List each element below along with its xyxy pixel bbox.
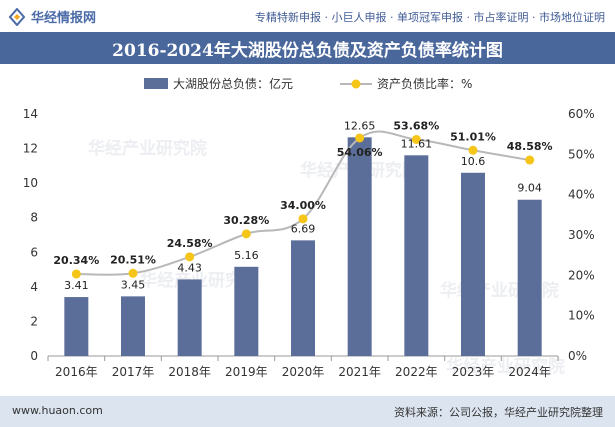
y-left-tick-label: 6 <box>30 245 38 259</box>
legend-bar-label: 大湖股份总负债：亿元 <box>173 76 293 91</box>
logo[interactable]: 华经情报网 <box>8 7 96 26</box>
services-links[interactable]: 专精特新申报 · 小巨人申报 · 单项冠军申报 · 市占率证明 · 市场地位证明 <box>255 11 605 24</box>
x-tick-label: 2019年 <box>225 365 268 379</box>
ratio-value-label: 24.58% <box>167 237 213 250</box>
logo-text: 华经情报网 <box>31 11 97 26</box>
watermark: 华经产业研究院 <box>88 138 207 159</box>
title-band: 2016-2024年大湖股份总负债及资产负债率统计图 <box>0 32 615 64</box>
x-tick-label: 2024年 <box>508 365 551 379</box>
footer-website[interactable]: www.huaon.com <box>12 404 103 417</box>
x-tick-label: 2023年 <box>452 365 495 379</box>
legend-bar-swatch <box>144 78 168 89</box>
y-left-tick-label: 4 <box>30 280 38 294</box>
bar-value-label: 11.61 <box>401 137 433 150</box>
legend-line-label: 资产负债比率：% <box>377 76 472 91</box>
footer-source: 资料来源：公司公报，华经产业研究院整理 <box>394 406 603 419</box>
ratio-point <box>241 229 251 239</box>
chart-title: 2016-2024年大湖股份总负债及资产负债率统计图 <box>112 40 503 61</box>
y-right-tick-label: 30% <box>568 228 595 242</box>
x-tick-label: 2017年 <box>112 365 155 379</box>
bar <box>461 172 485 356</box>
bar-value-label: 9.04 <box>517 182 542 195</box>
y-left-tick-label: 0 <box>30 349 38 363</box>
top-bar: 华经情报网 专精特新申报 · 小巨人申报 · 单项冠军申报 · 市占率证明 · … <box>0 0 615 32</box>
bar <box>291 240 315 356</box>
x-tick-label: 2022年 <box>395 365 438 379</box>
bar-value-label: 10.6 <box>461 155 486 168</box>
y-left-tick-label: 8 <box>30 211 38 225</box>
bar <box>404 155 429 356</box>
ratio-value-label: 53.68% <box>393 119 439 132</box>
ratio-point <box>185 252 195 262</box>
x-tick-label: 2016年 <box>55 365 98 379</box>
ratio-value-label: 30.28% <box>223 214 269 227</box>
ratio-value-label: 34.00% <box>280 199 326 212</box>
y-right-tick-label: 60% <box>568 107 595 121</box>
watermark: 华经产业研究院 <box>446 356 565 377</box>
y-right-tick-label: 10% <box>568 309 595 323</box>
ratio-point <box>411 134 421 144</box>
ratio-point <box>71 269 81 279</box>
ratio-value-label: 20.34% <box>53 254 99 267</box>
ratio-point <box>128 268 138 278</box>
logo-icon <box>8 7 26 26</box>
y-left-tick-label: 14 <box>23 107 38 121</box>
bar-value-label: 3.41 <box>64 279 89 292</box>
legend-line-marker <box>351 79 361 89</box>
ratio-point <box>525 155 535 165</box>
ratio-value-label: 48.58% <box>507 140 553 153</box>
x-tick-label: 2018年 <box>168 365 211 379</box>
x-tick-label: 2020年 <box>282 365 325 379</box>
ratio-value-label: 20.51% <box>110 253 156 266</box>
bar <box>347 137 372 356</box>
bar <box>64 297 89 356</box>
y-left-tick-label: 12 <box>23 142 38 156</box>
ratio-point <box>355 133 365 143</box>
bar-value-label: 12.65 <box>344 119 376 132</box>
bar-value-label: 6.69 <box>291 222 316 235</box>
bar <box>234 266 259 356</box>
footer: www.huaon.com 资料来源：公司公报，华经产业研究院整理 <box>0 396 615 427</box>
y-left-tick-label: 2 <box>30 314 38 328</box>
chart: 华经产业研究院华经产业研究院华经产业研究院华经产业研究院华经产业研究院大湖股份总… <box>23 76 595 379</box>
bar <box>177 279 202 356</box>
x-tick-label: 2021年 <box>338 365 381 379</box>
ratio-value-label: 51.01% <box>450 130 496 143</box>
ratio-point <box>298 214 308 224</box>
bar <box>121 296 145 356</box>
y-right-tick-label: 20% <box>568 268 595 282</box>
ratio-value-label: 54.06% <box>337 146 383 159</box>
bar <box>517 199 542 356</box>
y-left-tick-label: 10 <box>23 176 38 190</box>
bar-value-label: 4.43 <box>177 261 202 274</box>
ratio-point <box>468 145 478 155</box>
y-right-tick-label: 40% <box>568 188 595 202</box>
bar-value-label: 3.45 <box>121 278 146 291</box>
y-right-tick-label: 0% <box>568 349 587 363</box>
y-right-tick-label: 50% <box>568 147 595 161</box>
bar-value-label: 5.16 <box>234 249 259 262</box>
